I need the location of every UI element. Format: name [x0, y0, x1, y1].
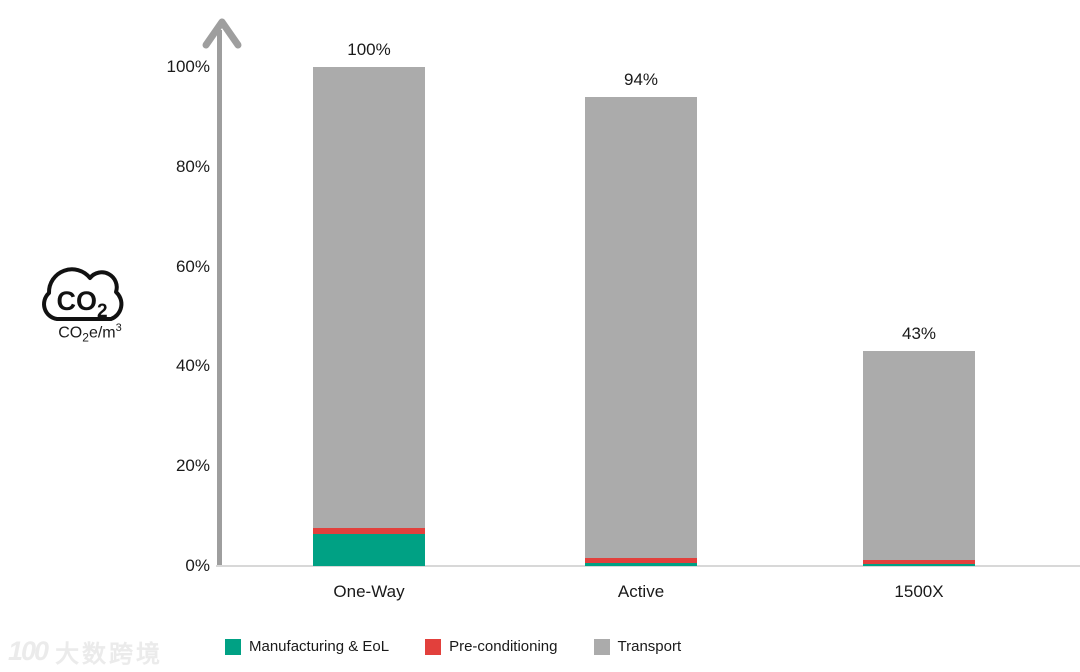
y-tick-label: 20% — [175, 456, 210, 476]
bar-1500x — [863, 351, 975, 566]
legend-swatch — [425, 638, 442, 655]
bar-segment-pre-conditioning — [585, 558, 697, 564]
y-axis-line — [217, 30, 222, 566]
watermark: 100 大数跨境 — [8, 634, 163, 669]
y-tick-label: 100% — [166, 57, 210, 76]
legend-swatch — [593, 638, 610, 655]
y-axis-ticks: 100% 80% 60% 40% 20% 0% — [0, 57, 210, 575]
legend-label: Pre-conditioning — [449, 638, 558, 655]
bar-segment-manufacturing-eol — [313, 533, 425, 566]
bar-segment-manufacturing-eol — [585, 563, 697, 566]
x-axis-label: Active — [617, 582, 665, 601]
bar-segment-transport — [585, 96, 697, 559]
legend-item-pre-conditioning: Pre-conditioning — [425, 638, 558, 655]
bar-one-way — [313, 67, 425, 566]
legend-label: Manufacturing & EoL — [249, 638, 390, 655]
bar-value-label: 43% — [901, 324, 937, 344]
legend-swatch — [225, 638, 241, 655]
watermark-logo: 100 — [8, 636, 49, 666]
legend-label: Transport — [617, 638, 682, 655]
bar-segment-manufacturing-eol — [863, 564, 975, 566]
plot-area: 100% One-Way 94% Active 43% 1500X — [222, 40, 1042, 601]
x-axis-label: One-Way — [333, 582, 405, 601]
watermark-text: 大数跨境 — [55, 641, 164, 668]
unit-prefix: CO — [58, 324, 83, 342]
co2-unit-label: CO2e/m3 — [30, 322, 150, 345]
legend-item-manufacturing-eol: Manufacturing & EoL — [225, 638, 389, 655]
y-tick-label: 80% — [175, 156, 210, 176]
legend: Manufacturing & EoL Pre-conditioning Trans… — [225, 638, 681, 655]
x-axis-baseline — [216, 565, 1080, 567]
y-tick-label: 60% — [175, 256, 210, 276]
legend-item-transport: Transport — [593, 638, 682, 655]
svg-text:CO2: CO2 — [56, 286, 107, 322]
bar-segment-pre-conditioning — [863, 560, 975, 565]
y-tick-label: 40% — [175, 356, 210, 376]
bar-segment-transport — [863, 351, 975, 561]
y-axis-arrow-icon — [202, 18, 242, 49]
x-axis-label: 1500X — [894, 582, 944, 601]
co2-gas-label: CO — [56, 286, 97, 316]
co2-cloud-icon: CO2 — [42, 267, 124, 322]
co2-gas-sub: 2 — [97, 301, 108, 322]
bar-active — [585, 96, 697, 566]
bar-segment-transport — [313, 67, 425, 528]
y-tick-label: 0% — [185, 556, 210, 575]
bar-value-label: 94% — [623, 69, 659, 89]
unit-sub: 2 — [82, 330, 89, 345]
unit-mid: e/m — [88, 324, 116, 342]
bar-segment-pre-conditioning — [313, 527, 425, 534]
bar-value-label: 100% — [347, 40, 391, 59]
unit-sup: 3 — [115, 322, 122, 334]
